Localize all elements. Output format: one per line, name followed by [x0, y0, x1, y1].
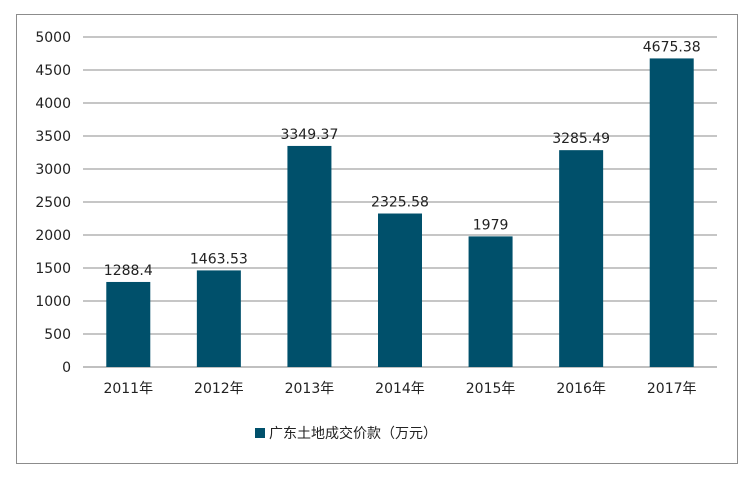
y-tick-label: 1500: [35, 261, 71, 277]
y-tick-label: 5000: [35, 30, 71, 46]
x-tick-label: 2012年: [194, 381, 244, 397]
x-tick-label: 2011年: [103, 381, 153, 397]
bars: [106, 58, 694, 367]
data-label: 2325.58: [371, 195, 429, 211]
data-label: 3285.49: [552, 131, 610, 147]
y-tick-label: 0: [62, 360, 71, 376]
y-tick-label: 3000: [35, 162, 71, 178]
y-tick-label: 1000: [35, 294, 71, 310]
bar: [106, 281, 151, 367]
y-tick-label: 3500: [35, 129, 71, 145]
x-axis-ticks: 2011年 2012年 2013年 2014年 2015年 2016年 2017年: [103, 381, 696, 397]
data-label: 4675.38: [643, 39, 701, 55]
y-tick-label: 500: [44, 327, 71, 343]
x-tick-label: 2015年: [466, 381, 516, 397]
x-tick-label: 2014年: [375, 381, 425, 397]
data-label: 1463.53: [190, 251, 248, 267]
bar: [287, 145, 332, 367]
x-tick-label: 2016年: [556, 381, 606, 397]
y-tick-label: 2000: [35, 228, 71, 244]
data-label: 3349.37: [280, 127, 338, 143]
chart-frame: 0 500 1000 1500 2000 2500 3000 3500 4000 4500 5000…: [16, 14, 738, 464]
bar: [196, 270, 241, 367]
data-label: 1979: [473, 217, 509, 233]
legend-label: 广东土地成交价款（万元）: [269, 425, 437, 442]
bar: [559, 150, 604, 367]
y-tick-label: 2500: [35, 195, 71, 211]
y-axis-ticks: 0 500 1000 1500 2000 2500 3000 3500 4000 4500 5000: [35, 30, 71, 376]
bar: [649, 58, 694, 367]
legend: 广东土地成交价款（万元）: [255, 425, 437, 442]
bar: [378, 213, 422, 367]
data-labels: 1288.4 1463.53 3349.37 2325.58 1979 3285.49 46…: [104, 39, 701, 279]
y-tick-label: 4500: [35, 63, 71, 79]
legend-swatch: [255, 428, 265, 438]
x-tick-label: 2013年: [285, 381, 335, 397]
bar: [468, 236, 513, 367]
y-tick-label: 4000: [35, 96, 71, 112]
bar-chart: 0 500 1000 1500 2000 2500 3000 3500 4000 4500 5000…: [35, 30, 717, 442]
data-label: 1288.4: [104, 263, 153, 279]
x-tick-label: 2017年: [647, 381, 697, 397]
